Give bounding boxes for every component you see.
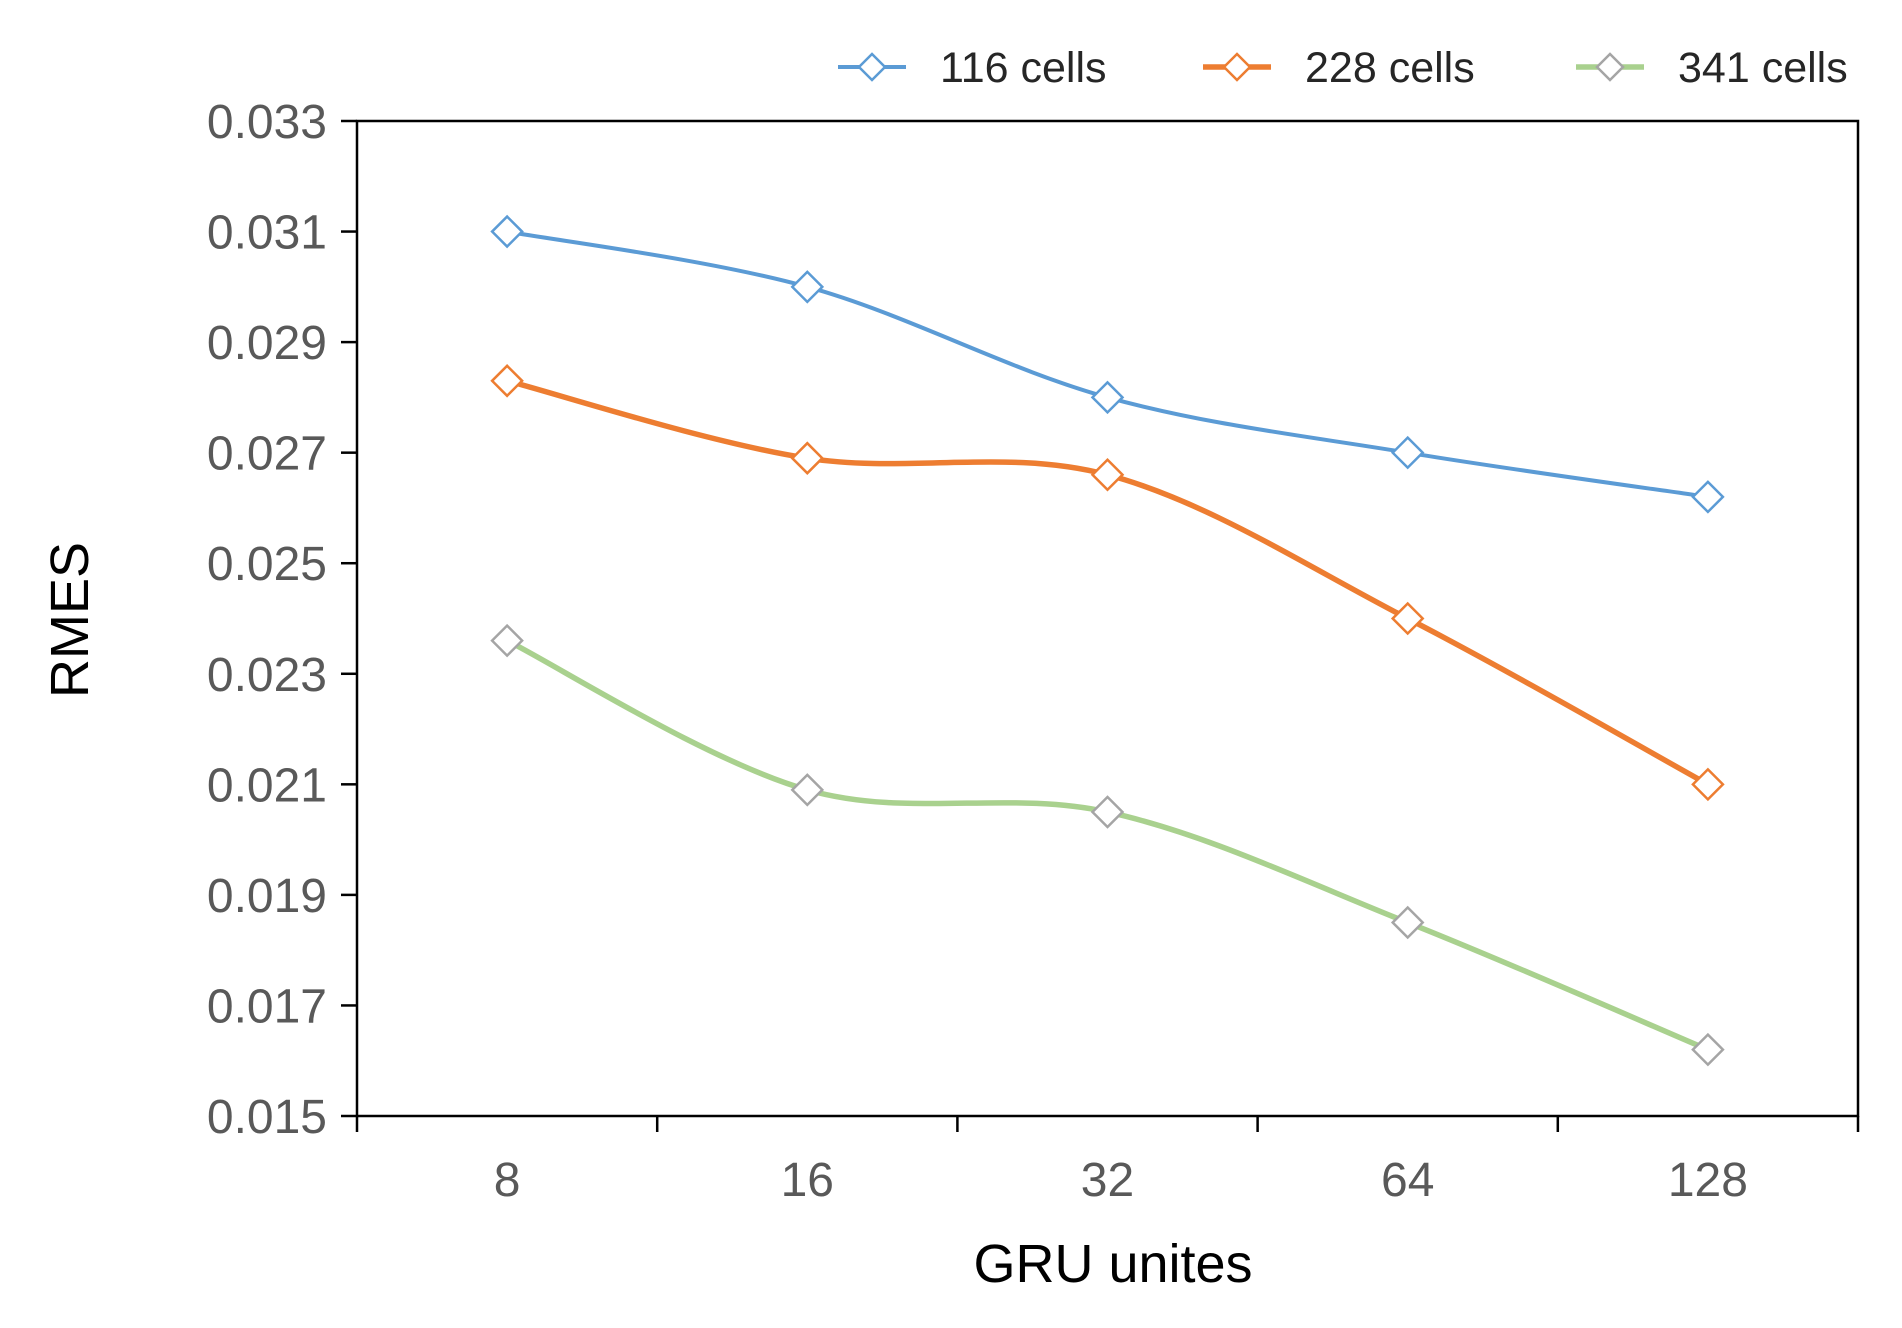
y-tick-label: 0.015 xyxy=(207,1091,327,1144)
data-point-series-1 xyxy=(1390,435,1425,470)
data-point-series-3 xyxy=(1090,795,1125,829)
data-point-series-1 xyxy=(1090,380,1125,415)
data-point-series-3 xyxy=(490,623,524,658)
data-point-series-1 xyxy=(790,270,825,304)
y-tick-label: 0.023 xyxy=(207,649,327,702)
data-point-series-1 xyxy=(1691,480,1725,514)
x-tick-label: 64 xyxy=(1381,1154,1434,1207)
x-tick-label: 32 xyxy=(1081,1154,1134,1207)
x-tick-label: 8 xyxy=(494,1154,521,1207)
y-tick-label: 0.025 xyxy=(207,538,327,591)
data-point-series-2 xyxy=(1090,458,1125,492)
plot-frame xyxy=(355,119,1860,1118)
data-point-series-3 xyxy=(1390,905,1425,940)
y-tick-label: 0.021 xyxy=(207,759,327,812)
y-axis: 0.015 0.017 0.019 0.021 0.023 0.025 0.027 0.029… xyxy=(207,96,357,1144)
data-point-series-2 xyxy=(790,441,825,475)
legend-label-2: 228 cells xyxy=(1305,44,1475,92)
y-tick-label: 0.017 xyxy=(207,980,327,1033)
y-tick-label: 0.031 xyxy=(207,207,327,260)
data-point-series-1 xyxy=(490,214,524,249)
y-axis-title: RMES xyxy=(40,542,100,698)
legend-marker-2 xyxy=(1222,52,1252,82)
series-markers xyxy=(490,214,1725,1067)
x-tick-label: 16 xyxy=(781,1154,834,1207)
plot-border xyxy=(355,119,1860,1118)
data-point-series-3 xyxy=(790,773,825,807)
y-tick-label: 0.027 xyxy=(207,428,327,481)
data-point-series-2 xyxy=(1390,601,1425,636)
y-tick-label: 0.033 xyxy=(207,96,327,149)
legend-label-3: 341 cells xyxy=(1678,44,1848,92)
x-axis-title: GRU unites xyxy=(973,1234,1252,1294)
x-tick-label: 128 xyxy=(1668,1154,1748,1207)
x-axis: 8 16 32 64 128 xyxy=(355,1116,1860,1207)
data-point-series-2 xyxy=(1691,767,1725,802)
legend-label-1: 116 cells xyxy=(940,44,1107,92)
data-point-series-2 xyxy=(490,364,524,398)
y-tick-label: 0.029 xyxy=(207,317,327,370)
data-point-series-3 xyxy=(1691,1032,1725,1067)
legend: 116 cells 228 cells 341 cells xyxy=(838,44,1848,92)
y-tick-label: 0.019 xyxy=(207,870,327,923)
legend-marker-1 xyxy=(857,52,887,82)
legend-marker-3 xyxy=(1595,52,1625,82)
